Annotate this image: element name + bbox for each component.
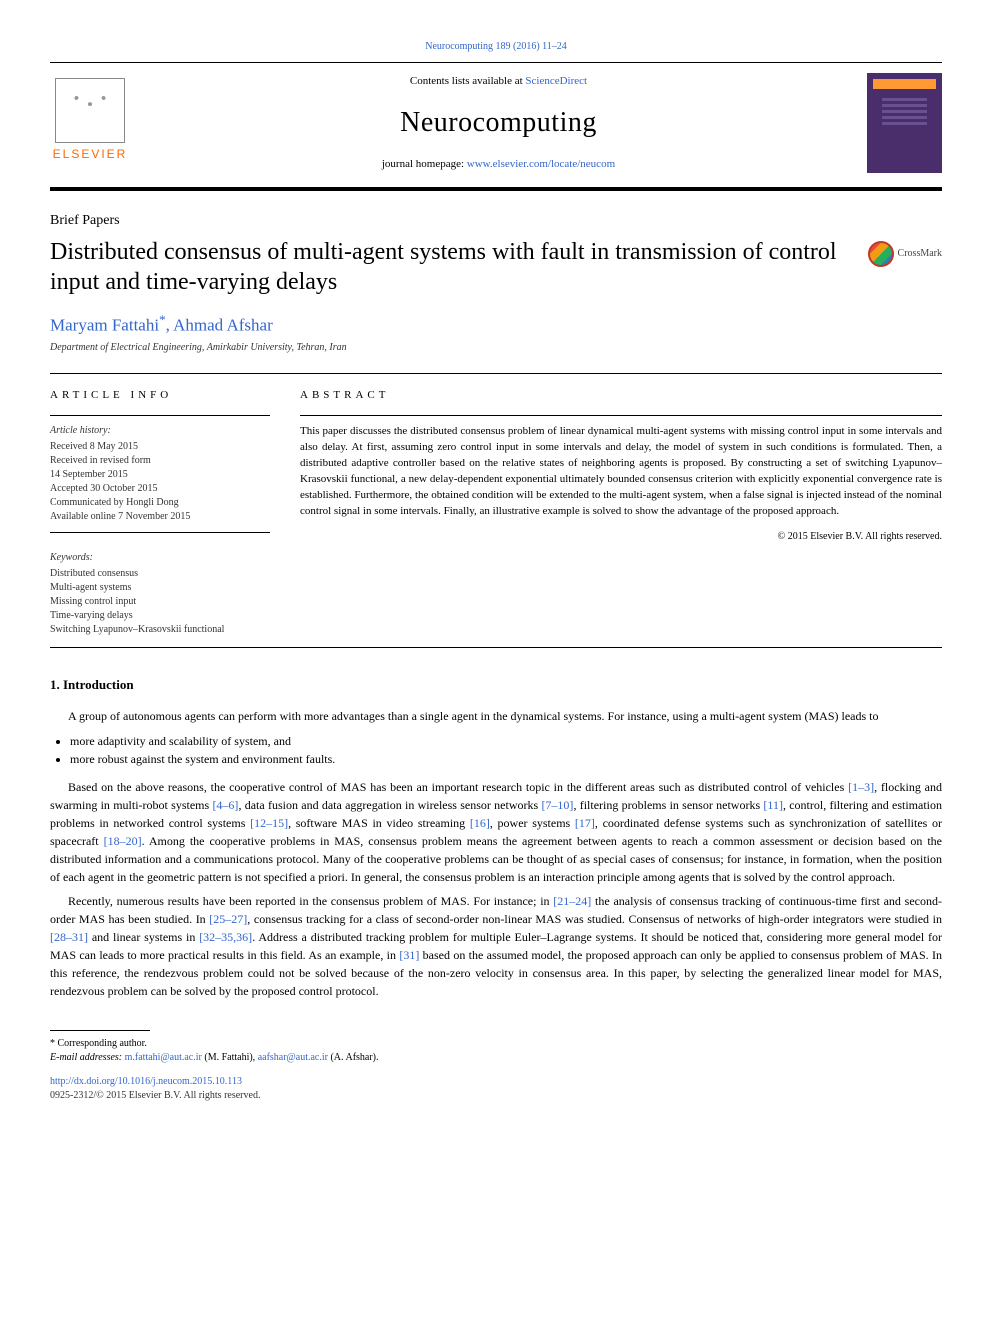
- history-1: Received in revised form: [50, 454, 270, 468]
- authors-line: Maryam Fattahi*, Ahmad Afshar: [50, 311, 942, 337]
- ref-17[interactable]: [17]: [575, 816, 595, 830]
- journal-header: ELSEVIER Contents lists available at Sci…: [50, 62, 942, 191]
- email-label: E-mail addresses:: [50, 1052, 125, 1063]
- email-line: E-mail addresses: m.fattahi@aut.ac.ir (M…: [50, 1051, 942, 1065]
- crossmark-icon: [868, 241, 894, 267]
- journal-cover-thumbnail: [867, 73, 942, 173]
- email-2[interactable]: aafshar@aut.ac.ir: [258, 1052, 328, 1063]
- keyword-3: Time-varying delays: [50, 609, 270, 623]
- keyword-1: Multi-agent systems: [50, 581, 270, 595]
- bullet-1: more robust against the system and envir…: [70, 751, 942, 768]
- history-2: 14 September 2015: [50, 468, 270, 482]
- doi-link[interactable]: http://dx.doi.org/10.1016/j.neucom.2015.…: [50, 1076, 242, 1087]
- abstract-heading: ABSTRACT: [300, 388, 942, 403]
- keyword-4: Switching Lyapunov–Krasovskii functional: [50, 623, 270, 637]
- author-2[interactable]: Ahmad Afshar: [173, 315, 273, 334]
- abstract-copyright: © 2015 Elsevier B.V. All rights reserved…: [300, 530, 942, 544]
- contents-line: Contents lists available at ScienceDirec…: [130, 74, 867, 89]
- section-1-heading: 1. Introduction: [50, 676, 942, 694]
- ref-32-36[interactable]: [32–35,36]: [199, 930, 252, 944]
- divider-bottom: [50, 647, 942, 648]
- ref-18-20[interactable]: [18–20]: [104, 834, 142, 848]
- keyword-2: Missing control input: [50, 595, 270, 609]
- top-citation[interactable]: Neurocomputing 189 (2016) 11–24: [50, 40, 942, 54]
- abstract-text: This paper discusses the distributed con…: [300, 416, 942, 520]
- p3-t6: and linear systems in: [88, 930, 199, 944]
- p2-t16: . Among the cooperative problems in MAS,…: [50, 834, 942, 884]
- ref-11[interactable]: [11]: [763, 798, 783, 812]
- homepage-link[interactable]: www.elsevier.com/locate/neucom: [467, 158, 615, 170]
- elsevier-tree-icon: [55, 78, 125, 143]
- contents-prefix: Contents lists available at: [410, 75, 525, 87]
- journal-name: Neurocomputing: [130, 103, 867, 142]
- abstract-column: ABSTRACT This paper discusses the distri…: [300, 388, 942, 637]
- history-0: Received 8 May 2015: [50, 440, 270, 454]
- history-3: Accepted 30 October 2015: [50, 482, 270, 496]
- affiliation: Department of Electrical Engineering, Am…: [50, 341, 942, 355]
- ref-16[interactable]: [16]: [470, 816, 490, 830]
- paper-title: Distributed consensus of multi-agent sys…: [50, 237, 848, 297]
- p2-t10: , software MAS in video streaming: [288, 816, 470, 830]
- publisher-name: ELSEVIER: [53, 146, 128, 163]
- keyword-0: Distributed consensus: [50, 567, 270, 581]
- info-divider-2: [50, 532, 270, 533]
- ref-21-24[interactable]: [21–24]: [553, 894, 591, 908]
- p2-t4: , data fusion and data aggregation in wi…: [238, 798, 541, 812]
- email-1-name: (M. Fattahi),: [202, 1052, 258, 1063]
- history-label: Article history:: [50, 424, 270, 438]
- intro-bullets: more adaptivity and scalability of syste…: [70, 733, 942, 769]
- paper-type: Brief Papers: [50, 211, 942, 231]
- article-info-heading: ARTICLE INFO: [50, 388, 270, 403]
- author-1[interactable]: Maryam Fattahi: [50, 315, 159, 334]
- crossmark-label: CrossMark: [898, 247, 942, 261]
- ref-12-15[interactable]: [12–15]: [250, 816, 288, 830]
- history-4: Communicated by Hongli Dong: [50, 496, 270, 510]
- intro-p1: A group of autonomous agents can perform…: [50, 707, 942, 725]
- p3-t4: , consensus tracking for a class of seco…: [247, 912, 942, 926]
- email-2-name: (A. Afshar).: [328, 1052, 379, 1063]
- elsevier-logo: ELSEVIER: [50, 78, 130, 168]
- p2-t12: , power systems: [490, 816, 575, 830]
- p3-t0: Recently, numerous results have been rep…: [68, 894, 553, 908]
- footnote-separator: [50, 1030, 150, 1031]
- issn-line: 0925-2312/© 2015 Elsevier B.V. All right…: [50, 1089, 942, 1103]
- intro-p2: Based on the above reasons, the cooperat…: [50, 778, 942, 886]
- intro-p3: Recently, numerous results have been rep…: [50, 892, 942, 1000]
- history-5: Available online 7 November 2015: [50, 510, 270, 524]
- article-info-column: ARTICLE INFO Article history: Received 8…: [50, 388, 270, 637]
- homepage-prefix: journal homepage:: [382, 158, 467, 170]
- ref-1-3[interactable]: [1–3]: [848, 780, 874, 794]
- bullet-0: more adaptivity and scalability of syste…: [70, 733, 942, 750]
- ref-25-27[interactable]: [25–27]: [209, 912, 247, 926]
- sciencedirect-link[interactable]: ScienceDirect: [525, 75, 587, 87]
- p2-t0: Based on the above reasons, the cooperat…: [68, 780, 848, 794]
- ref-7-10[interactable]: [7–10]: [541, 798, 573, 812]
- crossmark-badge[interactable]: CrossMark: [868, 241, 942, 267]
- corresponding-author: * Corresponding author.: [50, 1037, 942, 1051]
- email-1[interactable]: m.fattahi@aut.ac.ir: [125, 1052, 202, 1063]
- homepage-line: journal homepage: www.elsevier.com/locat…: [130, 157, 867, 172]
- ref-4-6[interactable]: [4–6]: [212, 798, 238, 812]
- ref-31b[interactable]: [31]: [399, 948, 419, 962]
- keywords-label: Keywords:: [50, 551, 270, 565]
- ref-28-31[interactable]: [28–31]: [50, 930, 88, 944]
- author-sep: ,: [166, 315, 174, 334]
- p2-t6: , filtering problems in sensor networks: [573, 798, 763, 812]
